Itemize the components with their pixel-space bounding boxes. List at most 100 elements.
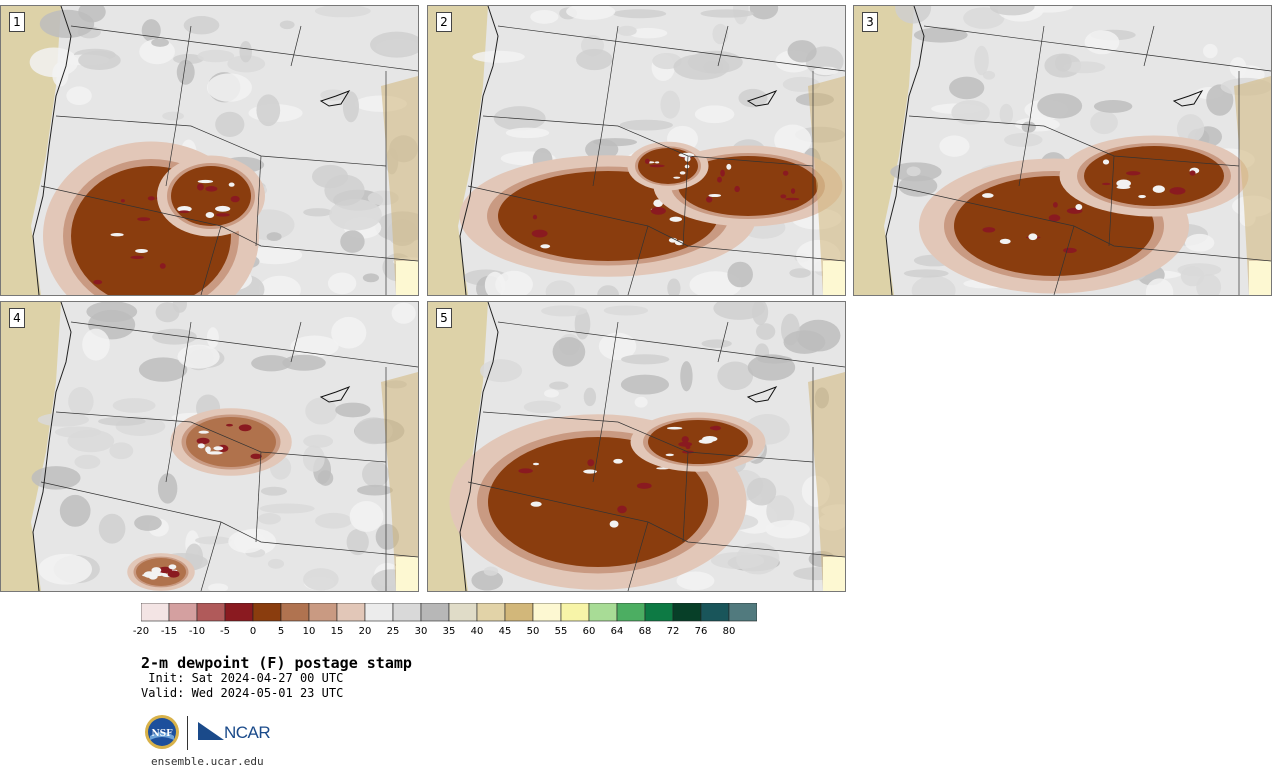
terrain-texture: [523, 400, 561, 414]
terrain-texture: [31, 466, 81, 490]
state-border: [55, 411, 387, 463]
colorbar-tick-label: 45: [498, 626, 512, 637]
panel-map: [854, 6, 1271, 295]
dewpoint-core: [678, 156, 818, 216]
panel-number: 4: [9, 308, 25, 328]
terrain-texture: [141, 19, 161, 42]
terrain-texture: [727, 261, 753, 288]
colorbar-tick-label: 10: [302, 626, 316, 637]
terrain-texture: [1062, 61, 1106, 74]
panel-number: 1: [9, 12, 25, 32]
terrain-texture: [585, 138, 619, 161]
terrain-texture: [391, 302, 416, 324]
terrain-texture: [982, 70, 996, 80]
dewpoint-speckle: [213, 446, 224, 451]
state-border: [70, 25, 418, 72]
east-moist-area: [1249, 261, 1271, 295]
terrain-texture: [911, 275, 956, 295]
dewpoint-speckle: [705, 196, 713, 203]
state-border: [70, 321, 418, 368]
terrain-texture: [346, 528, 369, 556]
dewpoint-speckle: [215, 205, 231, 212]
dewpoint-speckle: [1169, 187, 1186, 195]
dewpoint-speckle: [669, 216, 683, 222]
state-border: [627, 521, 649, 591]
terrain-texture: [1180, 266, 1205, 287]
state-border: [1018, 25, 1045, 187]
dewpoint-speckle: [668, 237, 678, 243]
dewpoint-speckle: [708, 193, 722, 198]
terrain-texture: [78, 50, 121, 71]
terrain-texture: [1004, 133, 1043, 147]
map-panel-4: 4: [0, 301, 419, 592]
dewpoint-speckle: [147, 196, 155, 201]
state-border: [482, 411, 814, 463]
state-border: [40, 481, 418, 558]
terrain-texture: [712, 23, 729, 45]
colorbar-swatch: [588, 603, 618, 622]
terrain-texture: [566, 6, 616, 20]
terrain-texture: [603, 305, 649, 316]
map-panel-3: 3: [853, 5, 1272, 296]
east-moist-area: [396, 261, 418, 295]
nsf-logo: NSF: [145, 715, 179, 749]
dewpoint-speckle: [167, 570, 180, 578]
colorbar: [141, 603, 757, 622]
colorbar-swatch: [364, 603, 394, 622]
colorbar-swatch: [141, 603, 170, 622]
state-border: [592, 25, 619, 187]
state-border: [717, 25, 729, 67]
dewpoint-speckle: [1116, 185, 1131, 190]
dewpoint-speckle: [137, 217, 151, 222]
terrain-texture: [574, 308, 591, 340]
dewpoint-speckle: [1063, 247, 1077, 253]
terrain-texture: [329, 199, 382, 231]
terrain-texture: [989, 6, 1035, 16]
terrain-texture: [172, 302, 187, 313]
state-border: [908, 115, 1240, 167]
east-moist-area: [381, 372, 418, 591]
terrain-texture: [484, 271, 506, 295]
terrain-texture: [183, 16, 220, 35]
colorbar-swatch: [672, 603, 702, 622]
terrain-texture: [195, 536, 232, 545]
dewpoint-speckle: [205, 186, 218, 192]
colorbar-tick-label: 40: [470, 626, 484, 637]
terrain-texture: [303, 434, 334, 448]
lake-outline: [1172, 90, 1204, 107]
terrain-texture: [247, 245, 303, 265]
terrain-texture: [717, 361, 754, 391]
terrain-texture: [335, 402, 371, 418]
state-border: [497, 321, 845, 368]
state-border: [290, 321, 302, 363]
terrain-texture: [98, 416, 146, 426]
terrain-texture: [138, 357, 188, 382]
colorbar-tick-label: -15: [160, 626, 178, 637]
terrain-texture: [700, 9, 754, 18]
dewpoint-speckle: [698, 439, 713, 444]
dewpoint-speckle: [196, 437, 210, 445]
terrain-texture: [963, 7, 1005, 29]
terrain-texture: [258, 275, 301, 295]
dewpoint-speckle: [206, 451, 223, 455]
dewpoint-speckle: [709, 426, 716, 430]
terrain-texture: [152, 328, 197, 345]
dewpoint-speckle: [130, 255, 144, 259]
dewpoint-speckle: [717, 176, 722, 183]
dewpoint-speckle: [518, 468, 533, 474]
terrain-texture: [282, 354, 326, 371]
terrain-texture: [939, 135, 970, 157]
dewpoint-speckle: [157, 566, 173, 574]
terrain-texture: [162, 111, 184, 121]
dewpoint-speckle: [1028, 233, 1038, 241]
coastline: [32, 302, 72, 591]
dewpoint-speckle: [678, 441, 693, 447]
terrain-texture: [530, 9, 559, 24]
coastline: [459, 302, 499, 591]
terrain-texture: [765, 520, 810, 539]
terrain-texture: [251, 355, 292, 372]
terrain-texture: [974, 45, 989, 76]
dewpoint-speckle: [1102, 159, 1110, 165]
colorbar-tick-label: 76: [694, 626, 708, 637]
terrain-texture: [951, 100, 990, 125]
